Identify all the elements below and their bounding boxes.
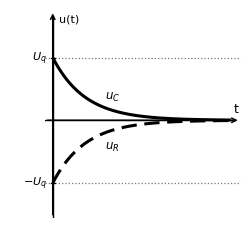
Text: t: t xyxy=(234,103,239,116)
Text: $- U_q$: $- U_q$ xyxy=(23,175,47,191)
Text: u(t): u(t) xyxy=(59,15,79,25)
Text: $u_C$: $u_C$ xyxy=(105,90,120,103)
Text: $U_q$: $U_q$ xyxy=(32,50,47,66)
Text: $u_R$: $u_R$ xyxy=(105,141,119,154)
